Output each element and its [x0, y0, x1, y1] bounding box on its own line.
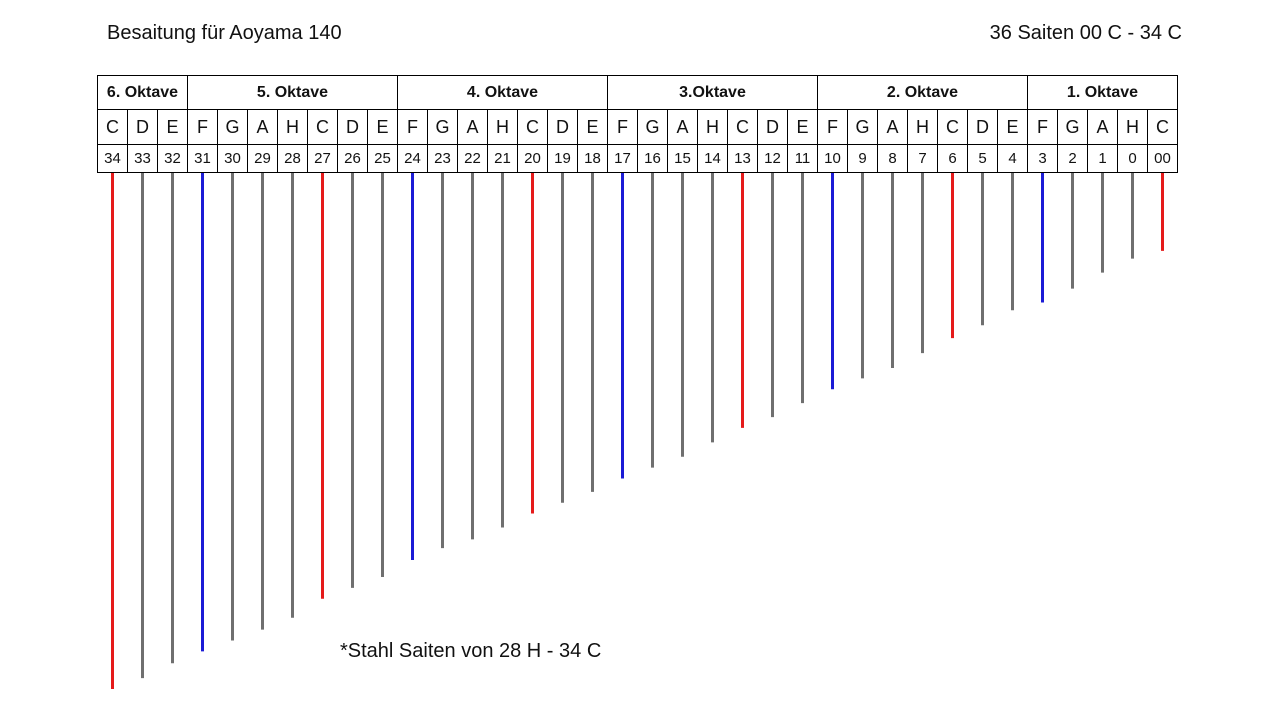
note-cell: D [967, 109, 998, 145]
note-cell: C [307, 109, 338, 145]
string-number-cell: 19 [547, 144, 578, 173]
note-cell: G [847, 109, 878, 145]
string-number-cell: 15 [667, 144, 698, 173]
string-number-cell: 28 [277, 144, 308, 173]
string-table: 6. Oktave 5. Oktave 4. Oktave 3.Oktave 2. Ok… [97, 75, 1178, 173]
string-number-cell: 34 [97, 144, 128, 173]
note-cell: E [367, 109, 398, 145]
octave-header: 2. Oktave [817, 75, 1028, 110]
octave-header: 6. Oktave [97, 75, 188, 110]
string-number-cell: 26 [337, 144, 368, 173]
string-number-cell: 2 [1057, 144, 1088, 173]
note-cell: G [1057, 109, 1088, 145]
string-number-cell: 11 [787, 144, 818, 173]
note-cell: G [637, 109, 668, 145]
note-cell: C [97, 109, 128, 145]
string-number-cell: 10 [817, 144, 848, 173]
string-number-cell: 29 [247, 144, 278, 173]
string-number-cell: 23 [427, 144, 458, 173]
string-number-cell: 13 [727, 144, 758, 173]
note-cell: A [667, 109, 698, 145]
note-cell: H [1117, 109, 1148, 145]
string-number-cell: 20 [517, 144, 548, 173]
string-number-cell: 6 [937, 144, 968, 173]
string-number-cell: 30 [217, 144, 248, 173]
note-cell: D [547, 109, 578, 145]
string-number-cell: 00 [1147, 144, 1178, 173]
string-number-cell: 18 [577, 144, 608, 173]
string-number-cell: 16 [637, 144, 668, 173]
note-cell: G [217, 109, 248, 145]
string-number-cell: 33 [127, 144, 158, 173]
note-cell: F [187, 109, 218, 145]
string-number-cell: 0 [1117, 144, 1148, 173]
string-number-cell: 1 [1087, 144, 1118, 173]
note-cell: D [337, 109, 368, 145]
note-cell: E [577, 109, 608, 145]
diagram-title: Besaitung für Aoyama 140 [107, 22, 342, 44]
note-cell: F [397, 109, 428, 145]
string-number-cell: 12 [757, 144, 788, 173]
octave-header: 1. Oktave [1027, 75, 1178, 110]
string-number-row: 34 33 32 31 30 29 28 27 26 25 24 23 22 21 20 19 18 17 16 15… [97, 144, 1178, 173]
note-cell: A [247, 109, 278, 145]
octave-header: 3.Oktave [607, 75, 818, 110]
note-cell: A [1087, 109, 1118, 145]
steel-strings-note: *Stahl Saiten von 28 H - 34 C [340, 640, 602, 662]
string-number-cell: 24 [397, 144, 428, 173]
string-number-cell: 25 [367, 144, 398, 173]
string-number-cell: 22 [457, 144, 488, 173]
note-cell: H [697, 109, 728, 145]
octave-row: 6. Oktave 5. Oktave 4. Oktave 3.Oktave 2. Ok… [97, 75, 1178, 110]
string-range-label: 36 Saiten 00 C - 34 C [989, 22, 1182, 44]
